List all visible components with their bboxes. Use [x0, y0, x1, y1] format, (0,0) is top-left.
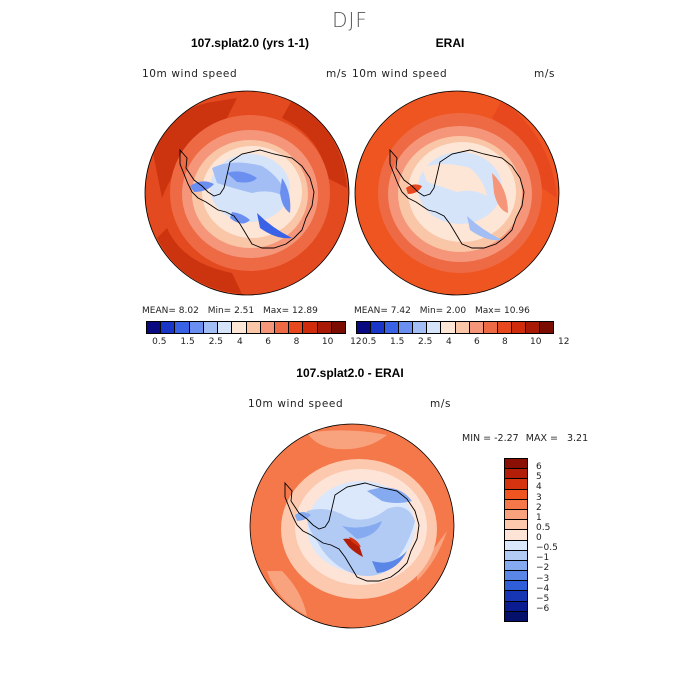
colorbar-swatch: [317, 322, 332, 333]
colorbar-swatch: [505, 601, 527, 612]
panel3-units-label: m/s: [430, 398, 452, 410]
colorbar-tick-label: 4: [446, 337, 452, 347]
colorbar-tick-label: 2: [536, 502, 542, 513]
colorbar-swatch: [232, 322, 247, 333]
panel1-stats: MEAN= 8.02 Min= 2.51 Max= 12.89: [142, 306, 318, 316]
colorbar-tick-label: −4: [536, 583, 550, 594]
colorbar-swatch: [505, 611, 527, 621]
colorbar-swatch: [413, 322, 428, 333]
colorbar-tick-label: 2.5: [418, 337, 433, 347]
colorbar-swatch: [505, 591, 527, 602]
colorbar-tick-label: 6: [265, 337, 272, 347]
colorbar-swatch: [218, 322, 233, 333]
colorbar-tick-label: −0.5: [536, 543, 558, 554]
colorbar-swatch: [441, 322, 456, 333]
colorbar-swatch: [371, 322, 386, 333]
panel1-variable-label: 10m wind speed: [142, 68, 238, 80]
colorbar-swatch: [427, 322, 442, 333]
panel1-title: 107.splat2.0 (yrs 1-1): [190, 36, 310, 50]
colorbar-swatch: [505, 581, 527, 592]
colorbar-tick-label: −2: [536, 563, 550, 574]
colorbar-tick-label: 8: [502, 337, 508, 347]
panel2-antarctica-coastline: [389, 148, 525, 249]
colorbar-tick-label: 10: [321, 337, 334, 347]
colorbar-swatch: [399, 322, 414, 333]
colorbar-tick-label: 3: [536, 492, 542, 503]
colorbar-tick-label: −1: [536, 553, 550, 564]
colorbar-swatch: [331, 322, 346, 333]
panel2-title: ERAI: [435, 36, 465, 50]
panel2-map: [354, 90, 560, 296]
colorbar-tick-label: 6: [536, 462, 542, 473]
colorbar-swatch: [505, 459, 527, 470]
colorbar-swatch: [161, 322, 176, 333]
panel2-colorbar: [356, 321, 554, 334]
colorbar-tick-label: 6: [474, 337, 480, 347]
colorbar-swatch: [505, 499, 527, 510]
panel3-map: [249, 423, 455, 629]
colorbar-swatch: [505, 560, 527, 572]
colorbar-swatch: [505, 550, 527, 561]
colorbar-swatch: [505, 489, 527, 500]
colorbar-tick-label: 8: [293, 337, 300, 347]
colorbar-swatch: [385, 322, 400, 333]
colorbar-tick-label: 12: [558, 337, 570, 347]
colorbar-tick-label: 5: [536, 472, 542, 483]
colorbar-swatch: [505, 540, 527, 551]
colorbar-swatch: [505, 571, 527, 582]
colorbar-swatch: [203, 322, 219, 333]
colorbar-tick-label: 0.5: [362, 337, 377, 347]
panel3-title: 107.splat2.0 - ERAI: [296, 366, 404, 380]
colorbar-tick-label: 4: [536, 482, 542, 493]
colorbar-swatch: [505, 530, 527, 541]
colorbar-swatch: [505, 509, 527, 521]
colorbar-swatch: [511, 322, 526, 333]
panel1-colorbar: [146, 321, 346, 334]
colorbar-tick-label: 4: [237, 337, 243, 347]
colorbar-tick-label: 0: [536, 533, 542, 543]
colorbar-swatch: [455, 322, 470, 333]
colorbar-tick-label: 0.5: [536, 522, 551, 533]
panel3-variable-label: 10m wind speed: [248, 398, 344, 410]
colorbar-tick-label: 1.5: [390, 337, 405, 347]
panel2-stats: MEAN= 7.42 Min= 2.00 Max= 10.96: [354, 306, 530, 316]
panel2-units-label: m/s: [534, 68, 556, 80]
colorbar-swatch: [303, 322, 318, 333]
panel3-stats: MIN = -2.27 MAX = 3.21: [462, 433, 589, 444]
panel1-units-label: m/s: [326, 68, 348, 80]
colorbar-swatch: [497, 322, 512, 333]
colorbar-swatch: [525, 322, 541, 333]
colorbar-tick-label: 12: [350, 337, 362, 347]
colorbar-tick-label: −3: [536, 573, 550, 584]
colorbar-swatch: [147, 322, 162, 333]
colorbar-tick-label: 2.5: [208, 337, 224, 347]
colorbar-swatch: [246, 322, 261, 333]
colorbar-tick-label: 1: [536, 512, 542, 523]
colorbar-swatch: [357, 322, 372, 333]
colorbar-swatch: [289, 322, 304, 333]
colorbar-tick-label: 1.5: [180, 337, 195, 347]
colorbar-swatch: [505, 520, 527, 531]
panel1-map: [144, 90, 350, 296]
colorbar-tick-label: 0.5: [152, 337, 167, 347]
colorbar-swatch: [175, 322, 190, 333]
colorbar-tick-label: 10: [530, 337, 542, 347]
panel3-colorbar: [504, 458, 528, 622]
panel1-antarctica-coastline: [179, 148, 315, 249]
panel3-antarctica-coastline: [284, 481, 420, 582]
figure-title: DJF: [332, 8, 368, 32]
colorbar-swatch: [189, 322, 204, 333]
colorbar-swatch: [483, 322, 498, 333]
colorbar-swatch: [540, 322, 554, 333]
colorbar-swatch: [469, 322, 484, 333]
colorbar-tick-label: −5: [536, 593, 550, 604]
colorbar-swatch: [505, 479, 527, 490]
panel2-variable-label: 10m wind speed: [352, 68, 448, 80]
colorbar-swatch: [505, 469, 527, 480]
colorbar-tick-label: −6: [536, 603, 550, 614]
colorbar-swatch: [274, 322, 290, 333]
colorbar-swatch: [260, 322, 275, 333]
